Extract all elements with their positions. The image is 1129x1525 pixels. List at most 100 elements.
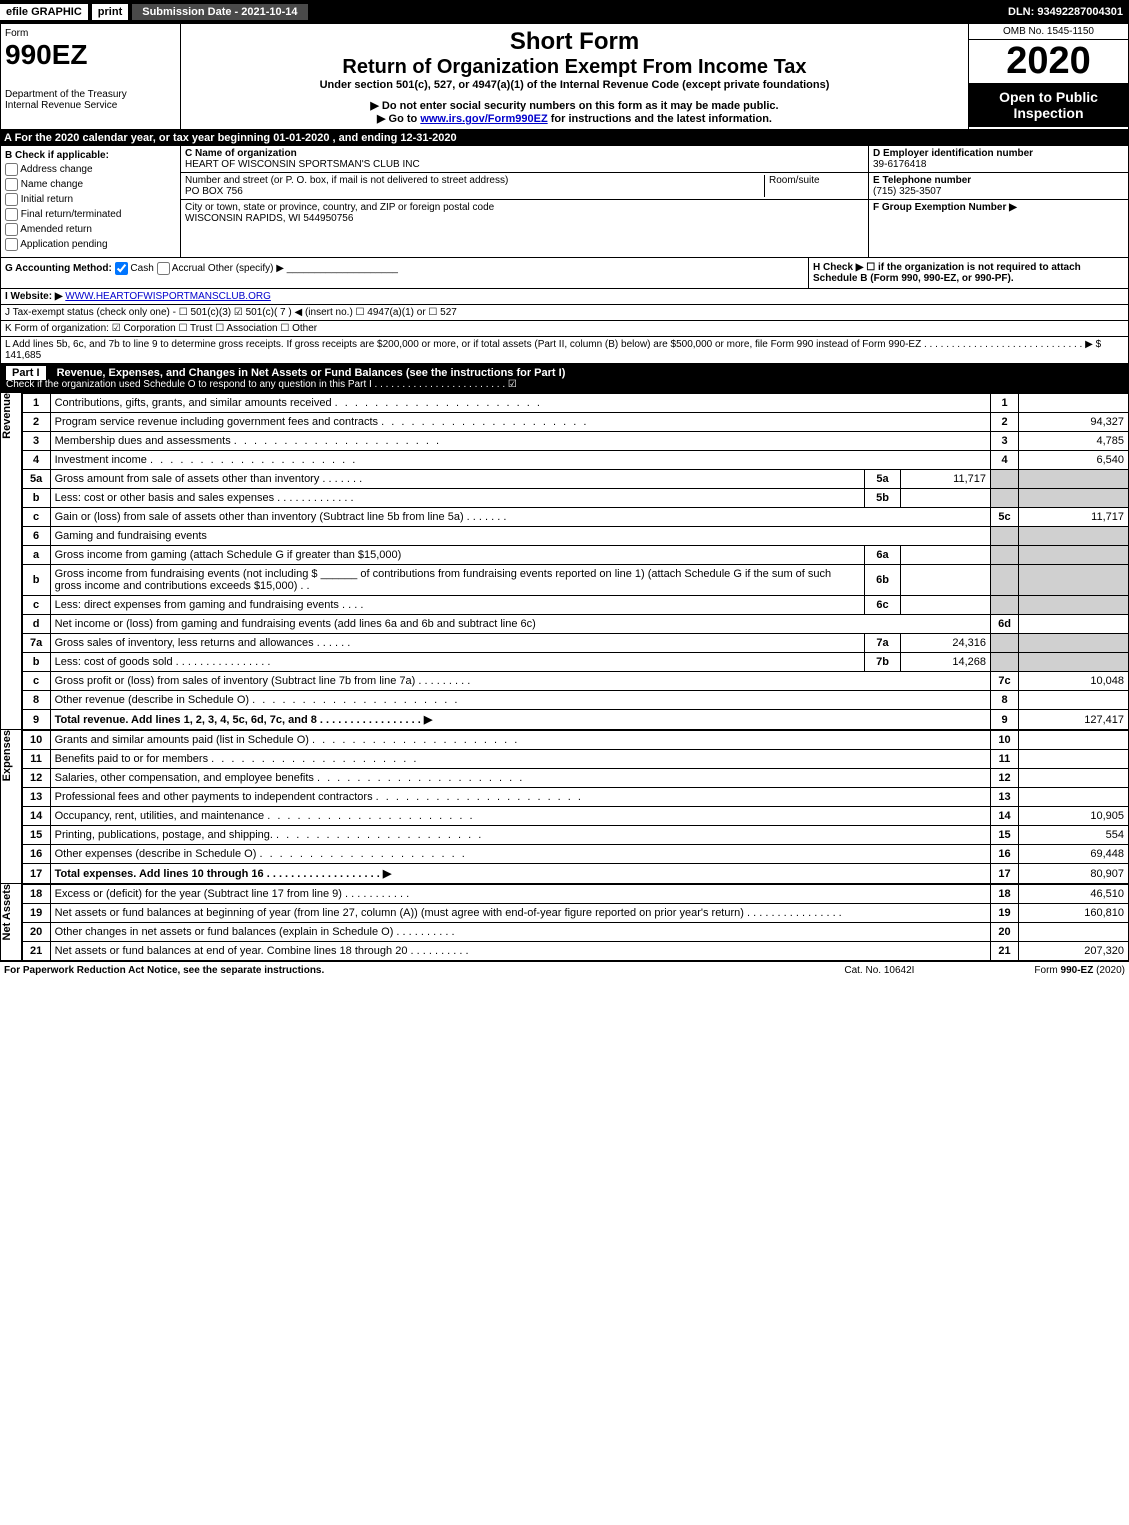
line-1: 1Contributions, gifts, grants, and simil… (22, 394, 1128, 413)
goto-pre: ▶ Go to (377, 113, 420, 125)
d-label: D Employer identification number (873, 148, 1033, 159)
h-label: H Check ▶ ☐ if the organization is not r… (813, 262, 1081, 284)
row-j: J Tax-exempt status (check only one) - ☐… (0, 305, 1129, 321)
line-10: 10Grants and similar amounts paid (list … (22, 731, 1128, 750)
c-label: C Name of organization (185, 148, 297, 159)
line-5c: cGain or (loss) from sale of assets othe… (22, 508, 1128, 527)
expenses-section: Expenses 10Grants and similar amounts pa… (0, 730, 1129, 884)
col-b: B Check if applicable: Address change Na… (1, 146, 181, 257)
footer-cat: Cat. No. 10642I (844, 965, 914, 976)
netassets-section: Net Assets 18Excess or (deficit) for the… (0, 884, 1129, 961)
website-link[interactable]: WWW.HEARTOFWISPORTMANSCLUB.ORG (65, 291, 271, 302)
line-7c: cGross profit or (loss) from sales of in… (22, 672, 1128, 691)
under-section: Under section 501(c), 527, or 4947(a)(1)… (185, 79, 964, 91)
omb-number: OMB No. 1545-1150 (969, 24, 1128, 40)
l-val: 141,685 (5, 350, 41, 361)
c-name-row: C Name of organization HEART OF WISCONSI… (181, 146, 868, 173)
phone: (715) 325-3507 (873, 186, 941, 197)
print-button[interactable]: print (92, 4, 128, 20)
e-row: E Telephone number (715) 325-3507 (869, 173, 1128, 200)
line-5b: bLess: cost or other basis and sales exp… (22, 489, 1128, 508)
netassets-table: 18Excess or (deficit) for the year (Subt… (22, 884, 1129, 961)
line-6c: cLess: direct expenses from gaming and f… (22, 596, 1128, 615)
l-text: L Add lines 5b, 6c, and 7b to line 9 to … (5, 339, 1101, 350)
line-13: 13Professional fees and other payments t… (22, 788, 1128, 807)
revenue-vlabel: Revenue (1, 393, 13, 439)
header-right: OMB No. 1545-1150 2020 Open to Public In… (968, 24, 1128, 129)
open-to-public: Open to Public Inspection (969, 83, 1128, 127)
chk-address[interactable]: Address change (5, 163, 176, 176)
footer-right: Form 990-EZ (2020) (1034, 965, 1125, 976)
footer-left: For Paperwork Reduction Act Notice, see … (4, 965, 324, 976)
chk-final[interactable]: Final return/terminated (5, 208, 176, 221)
part-i-title: Revenue, Expenses, and Changes in Net As… (57, 367, 566, 379)
line-3: 3Membership dues and assessments 34,785 (22, 432, 1128, 451)
row-a: A For the 2020 calendar year, or tax yea… (0, 130, 1129, 146)
b-label: B Check if applicable: (5, 150, 176, 161)
goto-line: ▶ Go to www.irs.gov/Form990EZ for instru… (185, 112, 964, 125)
line-7b: bLess: cost of goods sold . . . . . . . … (22, 653, 1128, 672)
row-l: L Add lines 5b, 6c, and 7b to line 9 to … (0, 337, 1129, 364)
line-11: 11Benefits paid to or for members 11 (22, 750, 1128, 769)
efile-label: efile GRAPHIC (0, 4, 88, 20)
line-7a: 7aGross sales of inventory, less returns… (22, 634, 1128, 653)
row-k: K Form of organization: ☑ Corporation ☐ … (0, 321, 1129, 337)
ein: 39-6176418 (873, 159, 926, 170)
line-14: 14Occupancy, rent, utilities, and mainte… (22, 807, 1128, 826)
goto-link[interactable]: www.irs.gov/Form990EZ (420, 113, 547, 125)
d-row: D Employer identification number 39-6176… (869, 146, 1128, 173)
line-20: 20Other changes in net assets or fund ba… (22, 923, 1128, 942)
line-2: 2Program service revenue including gover… (22, 413, 1128, 432)
header-left: Form 990EZ Department of the Treasury In… (1, 24, 181, 129)
netassets-vlabel: Net Assets (1, 884, 13, 940)
chk-name[interactable]: Name change (5, 178, 176, 191)
g-label: G Accounting Method: (5, 263, 112, 274)
short-form-title: Short Form (185, 28, 964, 56)
form-word: Form (5, 28, 176, 39)
part-i-header: Part I Revenue, Expenses, and Changes in… (0, 364, 1129, 393)
goto-post: for instructions and the latest informat… (551, 113, 772, 125)
chk-initial[interactable]: Initial return (5, 193, 176, 206)
col-def: D Employer identification number 39-6176… (868, 146, 1128, 257)
city-val: WISCONSIN RAPIDS, WI 544950756 (185, 213, 353, 224)
tax-year: 2020 (969, 40, 1128, 83)
line-19: 19Net assets or fund balances at beginni… (22, 904, 1128, 923)
city-label: City or town, state or province, country… (185, 202, 494, 213)
dln-label: DLN: 93492287004301 (1008, 6, 1129, 18)
f-label: F Group Exemption Number ▶ (873, 202, 1017, 213)
row-i: I Website: ▶ WWW.HEARTOFWISPORTMANSCLUB.… (0, 289, 1129, 305)
line-17: 17Total expenses. Add lines 10 through 1… (22, 864, 1128, 884)
chk-amended[interactable]: Amended return (5, 223, 176, 236)
row-g-h: G Accounting Method: Cash Accrual Other … (0, 258, 1129, 289)
g-other: Other (specify) ▶ (208, 263, 284, 274)
form-header: Form 990EZ Department of the Treasury In… (0, 24, 1129, 130)
room-label: Room/suite (769, 175, 820, 186)
line-8: 8Other revenue (describe in Schedule O) … (22, 691, 1128, 710)
line-6a: aGross income from gaming (attach Schedu… (22, 546, 1128, 565)
part-i-num: Part I (6, 366, 46, 380)
line-16: 16Other expenses (describe in Schedule O… (22, 845, 1128, 864)
dept-label: Department of the Treasury Internal Reve… (5, 89, 176, 111)
c-addr-row: Number and street (or P. O. box, if mail… (181, 173, 868, 200)
chk-cash[interactable] (115, 262, 128, 275)
header-center: Short Form Return of Organization Exempt… (181, 24, 968, 129)
top-bar: efile GRAPHIC print Submission Date - 20… (0, 0, 1129, 24)
line-9: 9Total revenue. Add lines 1, 2, 3, 4, 5c… (22, 710, 1128, 730)
return-title: Return of Organization Exempt From Incom… (185, 56, 964, 79)
line-4: 4Investment income 46,540 (22, 451, 1128, 470)
chk-application[interactable]: Application pending (5, 238, 176, 251)
line-5a: 5aGross amount from sale of assets other… (22, 470, 1128, 489)
chk-accrual[interactable] (157, 262, 170, 275)
page-footer: For Paperwork Reduction Act Notice, see … (0, 961, 1129, 979)
do-not-enter: ▶ Do not enter social security numbers o… (185, 99, 964, 112)
line-18: 18Excess or (deficit) for the year (Subt… (22, 885, 1128, 904)
block-b-c-d-e-f: B Check if applicable: Address change Na… (0, 146, 1129, 258)
line-15: 15Printing, publications, postage, and s… (22, 826, 1128, 845)
i-label: I Website: ▶ (5, 291, 63, 302)
part-i-check: Check if the organization used Schedule … (6, 379, 1123, 390)
revenue-section: Revenue 1Contributions, gifts, grants, a… (0, 393, 1129, 730)
f-row: F Group Exemption Number ▶ (869, 200, 1128, 215)
line-6b: bGross income from fundraising events (n… (22, 565, 1128, 596)
form-number: 990EZ (5, 39, 176, 71)
line-12: 12Salaries, other compensation, and empl… (22, 769, 1128, 788)
